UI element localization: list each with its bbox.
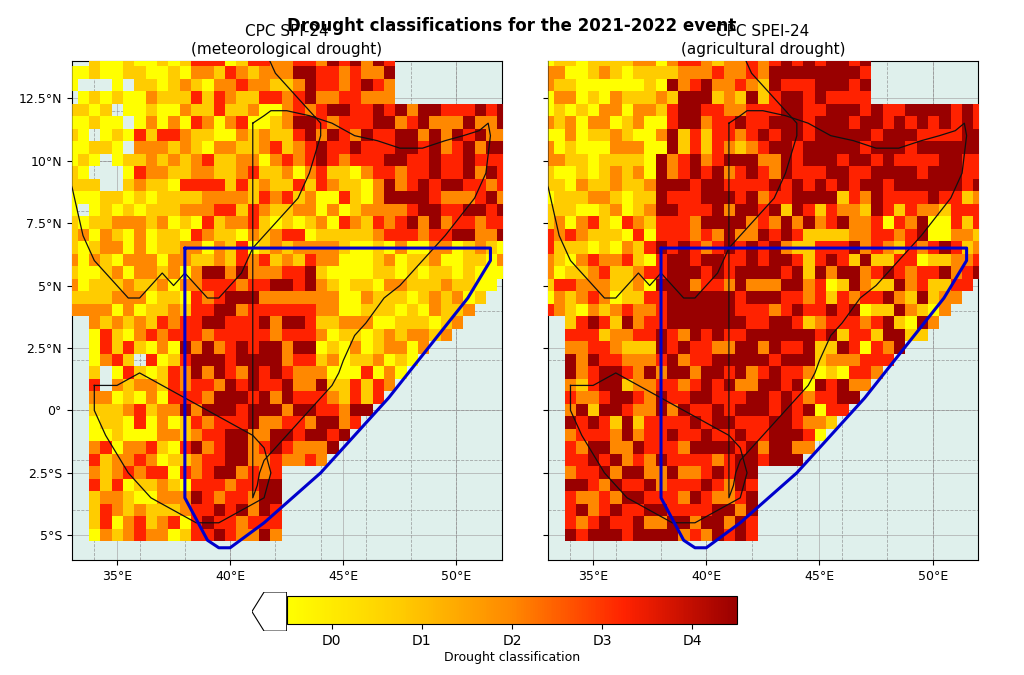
Title: CPC SPEI-24
(agricultural drought): CPC SPEI-24 (agricultural drought) [681,24,845,57]
Title: CPC SPI-24
(meteorological drought): CPC SPI-24 (meteorological drought) [191,24,382,57]
Polygon shape [252,592,287,631]
X-axis label: Drought classification: Drought classification [444,651,580,664]
Text: Drought classifications for the 2021-2022 event: Drought classifications for the 2021-202… [288,17,736,35]
